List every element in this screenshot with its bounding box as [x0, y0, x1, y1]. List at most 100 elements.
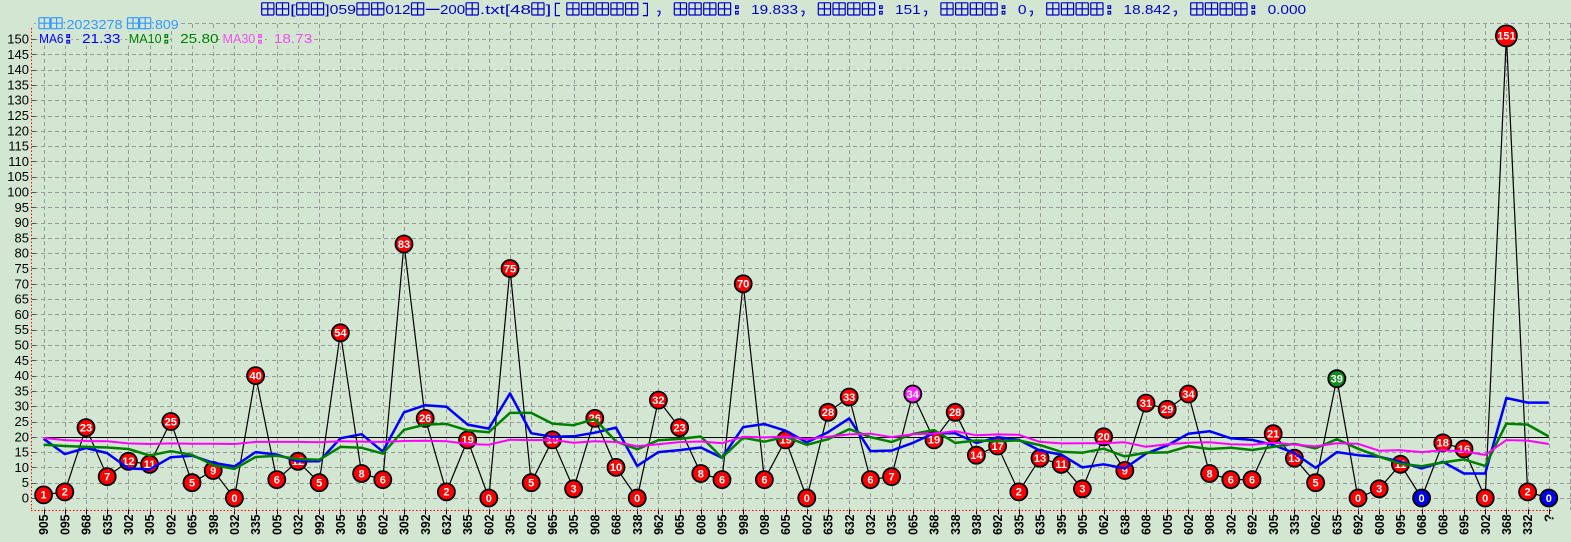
svg-text:0: 0 — [804, 493, 810, 505]
svg-text:6: 6 — [1228, 474, 1234, 486]
svg-text:150: 150 — [7, 32, 29, 47]
svg-text:.txt[48: .txt[48 — [480, 2, 531, 17]
svg-text:035: 035 — [884, 515, 899, 535]
svg-text:140: 140 — [7, 62, 29, 77]
svg-text:16: 16 — [1458, 444, 1470, 456]
svg-text:635: 635 — [1329, 515, 1344, 535]
svg-text:335: 335 — [1287, 515, 1302, 535]
svg-text:302: 302 — [1478, 515, 1493, 535]
svg-text:992: 992 — [312, 515, 327, 535]
svg-text:305: 305 — [1266, 515, 1281, 535]
svg-text:90: 90 — [15, 215, 29, 230]
svg-text:005: 005 — [1160, 515, 1175, 535]
svg-text:34: 34 — [907, 389, 920, 401]
svg-text:065: 065 — [672, 515, 687, 535]
svg-text:635: 635 — [821, 515, 836, 535]
svg-text:695: 695 — [1457, 515, 1472, 535]
svg-text:110: 110 — [8, 154, 29, 169]
svg-text:45: 45 — [15, 353, 29, 368]
svg-text:368: 368 — [927, 515, 942, 535]
svg-text:332: 332 — [1520, 515, 1535, 535]
svg-text:6: 6 — [719, 474, 725, 486]
svg-text:068: 068 — [1435, 515, 1450, 535]
svg-text:608: 608 — [693, 515, 708, 535]
svg-text:75: 75 — [504, 263, 516, 275]
svg-text:602: 602 — [799, 515, 814, 535]
svg-text:605: 605 — [778, 515, 793, 535]
svg-text:28: 28 — [822, 407, 834, 419]
svg-text:7: 7 — [889, 471, 895, 483]
svg-text:9: 9 — [1122, 465, 1128, 477]
svg-text:26: 26 — [419, 413, 431, 425]
svg-text:962: 962 — [651, 515, 666, 535]
svg-text:125: 125 — [7, 108, 29, 123]
svg-text:19: 19 — [928, 435, 940, 447]
svg-text:18: 18 — [1437, 438, 1449, 450]
svg-text:908: 908 — [1202, 515, 1217, 535]
svg-text:602: 602 — [375, 515, 390, 535]
svg-text:305: 305 — [566, 515, 581, 535]
svg-text:17: 17 — [991, 441, 1003, 453]
svg-text:10: 10 — [15, 460, 29, 475]
svg-text:908: 908 — [587, 515, 602, 535]
svg-text:998: 998 — [736, 515, 751, 535]
svg-text::2023278: :2023278 — [62, 17, 126, 32]
svg-text:6: 6 — [380, 474, 386, 486]
svg-text:338: 338 — [630, 515, 645, 535]
svg-text:0: 0 — [22, 491, 29, 506]
svg-text:25: 25 — [15, 414, 29, 429]
svg-text:032: 032 — [291, 515, 306, 535]
svg-text:]: ] — [546, 2, 552, 17]
svg-text:062: 062 — [1308, 515, 1323, 535]
svg-text:3: 3 — [1079, 484, 1085, 496]
svg-text:5: 5 — [528, 478, 534, 490]
svg-text:100: 100 — [7, 185, 29, 200]
svg-text:0: 0 — [1355, 493, 1361, 505]
svg-text:40: 40 — [15, 368, 29, 383]
svg-text:968: 968 — [79, 515, 94, 535]
svg-text:365: 365 — [460, 515, 475, 535]
svg-text:25.80: 25.80 — [176, 31, 219, 46]
svg-text:31: 31 — [1140, 398, 1152, 410]
svg-text:695: 695 — [354, 515, 369, 535]
svg-text:6: 6 — [761, 474, 767, 486]
svg-text:130: 130 — [7, 93, 29, 108]
svg-text:13: 13 — [1034, 453, 1046, 465]
svg-text:55: 55 — [15, 322, 29, 337]
svg-text:095: 095 — [715, 515, 730, 535]
svg-text:635: 635 — [1033, 515, 1048, 535]
svg-text:5: 5 — [189, 478, 195, 490]
svg-text:395: 395 — [1054, 515, 1069, 535]
svg-text:338: 338 — [948, 515, 963, 535]
svg-text:14: 14 — [970, 450, 983, 462]
svg-text:20: 20 — [1097, 432, 1109, 444]
svg-text:068: 068 — [1414, 515, 1429, 535]
svg-text:632: 632 — [439, 515, 454, 535]
svg-text:?: ? — [1541, 514, 1556, 522]
svg-text:70: 70 — [737, 279, 749, 291]
svg-text:28: 28 — [949, 407, 961, 419]
svg-text:392: 392 — [418, 515, 433, 535]
svg-text:151: 151 — [1497, 31, 1515, 43]
svg-text:30: 30 — [15, 399, 29, 414]
svg-text:638: 638 — [1117, 515, 1132, 535]
svg-text:[: [ — [290, 2, 296, 17]
svg-text:0: 0 — [1482, 493, 1488, 505]
svg-text:25: 25 — [165, 416, 177, 428]
svg-text:21.33: 21.33 — [78, 31, 121, 46]
svg-text:29: 29 — [1161, 404, 1173, 416]
svg-text:608: 608 — [1372, 515, 1387, 535]
svg-text:062: 062 — [1096, 515, 1111, 535]
svg-text:632: 632 — [842, 515, 857, 535]
svg-text:7: 7 — [104, 471, 110, 483]
svg-text:935: 935 — [1011, 515, 1026, 535]
svg-text:40: 40 — [249, 370, 261, 382]
svg-text:80: 80 — [15, 246, 29, 261]
svg-text:95: 95 — [15, 200, 29, 215]
svg-text:368: 368 — [1499, 515, 1514, 535]
svg-text:668: 668 — [609, 515, 624, 535]
svg-text:608: 608 — [1139, 515, 1154, 535]
svg-text:115: 115 — [8, 139, 29, 154]
svg-text:635: 635 — [100, 515, 115, 535]
svg-text:095: 095 — [1393, 515, 1408, 535]
